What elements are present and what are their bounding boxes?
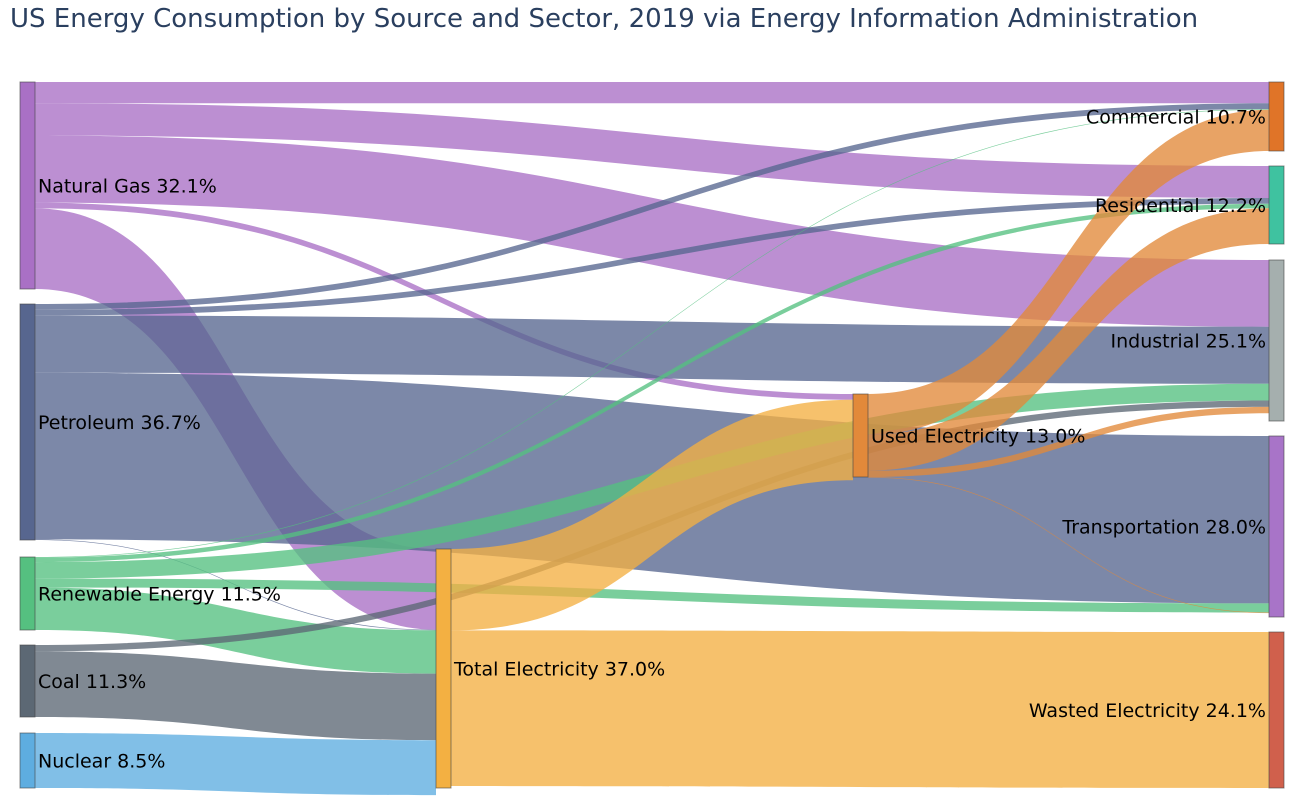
link-used-electricity-to-residential[interactable] — [868, 208, 1269, 471]
sankey-links — [35, 82, 1269, 796]
node-label-coal: Coal 11.3% — [38, 671, 146, 693]
link-natural-gas-to-used-electricity[interactable] — [35, 202, 853, 400]
node-label-transportation: Transportation 28.0% — [1061, 517, 1266, 539]
link-petroleum-to-industrial[interactable] — [35, 315, 1269, 384]
node-nuclear[interactable] — [19, 732, 36, 789]
node-wasted-electricity[interactable] — [1268, 631, 1285, 789]
link-nuclear-to-total-electricity[interactable] — [35, 733, 436, 796]
node-label-wasted-electricity: Wasted Electricity 24.1% — [1029, 700, 1266, 722]
link-petroleum-to-commercial[interactable] — [35, 103, 1269, 310]
node-label-renewable: Renewable Energy 11.5% — [38, 584, 281, 606]
link-renewable-to-residential[interactable] — [35, 203, 1269, 563]
node-label-nuclear: Nuclear 8.5% — [38, 751, 165, 773]
link-used-electricity-to-industrial[interactable] — [868, 406, 1269, 477]
link-natural-gas-to-residential[interactable] — [35, 103, 1269, 198]
node-natural-gas[interactable] — [19, 81, 36, 290]
link-renewable-to-transportation[interactable] — [35, 578, 1269, 613]
link-petroleum-to-residential[interactable] — [35, 197, 1269, 316]
node-used-electricity[interactable] — [852, 393, 869, 478]
link-used-electricity-to-transportation[interactable] — [868, 477, 1269, 614]
node-label-natural-gas: Natural Gas 32.1% — [38, 176, 217, 198]
node-label-commercial: Commercial 10.7% — [1086, 107, 1266, 129]
node-coal[interactable] — [19, 644, 36, 718]
link-renewable-to-total-electricity[interactable] — [35, 587, 436, 674]
link-coal-to-total-electricity[interactable] — [35, 651, 436, 741]
node-label-industrial: Industrial 25.1% — [1110, 331, 1266, 353]
link-natural-gas-to-industrial[interactable] — [35, 135, 1269, 327]
sankey-nodes: Natural Gas 32.1% Petroleum 36.7% Renewabl… — [19, 81, 1285, 789]
link-total-electricity-to-used-electricity[interactable] — [451, 399, 853, 631]
node-label-residential: Residential 12.2% — [1095, 195, 1266, 217]
node-residential[interactable] — [1268, 165, 1285, 245]
link-renewable-to-commercial[interactable] — [35, 109, 1269, 558]
node-industrial[interactable] — [1268, 259, 1285, 422]
node-label-used-electricity: Used Electricity 13.0% — [871, 426, 1085, 448]
node-petroleum[interactable] — [19, 303, 36, 541]
node-total-electricity[interactable] — [435, 548, 452, 789]
node-transportation[interactable] — [1268, 435, 1285, 618]
link-used-electricity-to-commercial[interactable] — [868, 109, 1269, 435]
link-natural-gas-to-commercial[interactable] — [35, 82, 1269, 104]
node-label-petroleum: Petroleum 36.7% — [38, 412, 201, 434]
link-total-electricity-to-wasted-electricity[interactable] — [451, 630, 1269, 788]
node-commercial[interactable] — [1268, 81, 1285, 152]
chart-title: US Energy Consumption by Source and Sect… — [10, 4, 1199, 34]
node-renewable[interactable] — [19, 556, 36, 631]
node-label-total-electricity: Total Electricity 37.0% — [453, 659, 665, 681]
